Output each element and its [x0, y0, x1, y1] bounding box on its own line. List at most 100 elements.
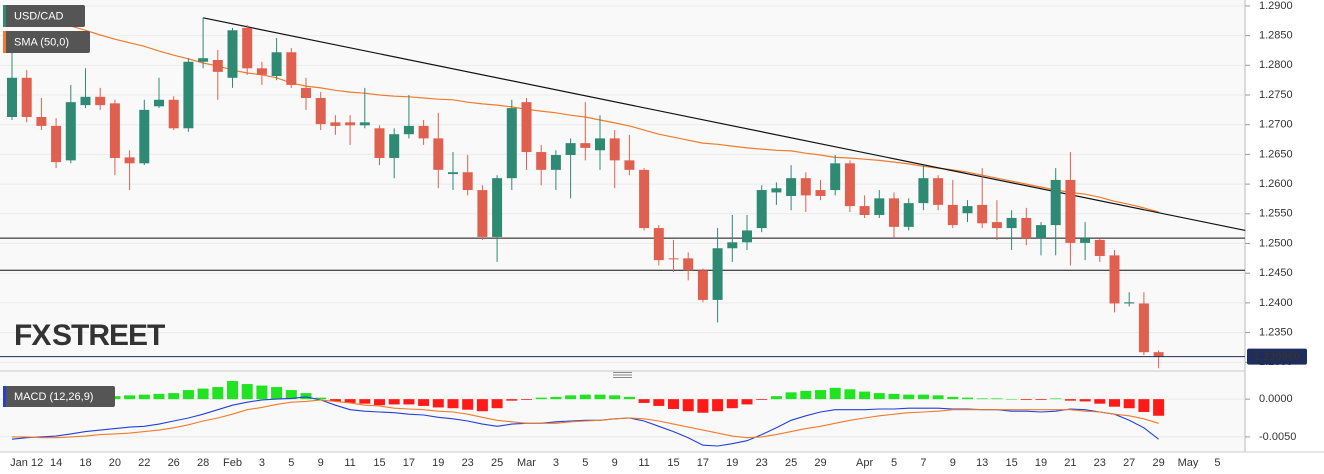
y-tick-label: 1.2350 — [1259, 326, 1293, 338]
legend-swatch — [3, 31, 6, 53]
candle-body — [286, 52, 297, 85]
x-tick-label: 22 — [138, 457, 150, 469]
histogram-bar — [271, 387, 283, 400]
histogram-bar — [917, 394, 929, 400]
x-tick-label: 23 — [462, 457, 474, 469]
histogram-bar — [623, 396, 635, 400]
candle-body — [506, 108, 517, 179]
watermark: STREET — [52, 319, 165, 352]
legend-box[interactable] — [3, 386, 115, 407]
candle-body — [800, 178, 811, 196]
candle-body — [742, 230, 752, 243]
x-tick-label: 3 — [553, 457, 559, 469]
histogram-bar — [1050, 398, 1062, 400]
candle-body — [844, 163, 855, 207]
x-tick-label: 14 — [50, 457, 62, 469]
histogram-bar — [579, 394, 591, 400]
x-tick-label: 15 — [667, 457, 679, 469]
candle-body — [183, 61, 194, 129]
candle-body — [683, 258, 694, 271]
y-tick-label: 1.2800 — [1259, 59, 1293, 71]
histogram-bar — [873, 393, 885, 400]
y-tick-label: 1.2900 — [1259, 0, 1293, 12]
x-tick-label: Apr — [856, 457, 873, 469]
legend-layer: USD/CAD SMA (50,0) MACD (12,26,9) 1.2309… — [3, 5, 1307, 407]
candle-body — [462, 172, 473, 191]
histogram-bar — [300, 393, 312, 400]
x-tick-label: 19 — [1035, 457, 1047, 469]
candle-body — [7, 77, 17, 117]
legend-box[interactable] — [3, 31, 90, 53]
panel-resize-handle[interactable] — [613, 372, 632, 378]
candle-body — [521, 102, 532, 153]
candle-body — [1109, 255, 1120, 304]
candle-body — [565, 143, 576, 156]
histogram-bar — [1035, 399, 1047, 400]
x-tick-label: 9 — [612, 457, 618, 469]
x-tick-label: 17 — [403, 457, 415, 469]
histogram-bar — [756, 399, 768, 400]
histogram-bar — [859, 391, 871, 400]
candle-body — [977, 204, 988, 224]
y-tick-label: 1.2500 — [1259, 237, 1293, 249]
candle-body — [830, 163, 841, 191]
x-tick-label: 25 — [491, 457, 503, 469]
candle-body — [139, 109, 150, 164]
histogram-bar — [844, 389, 856, 400]
candle-body — [962, 206, 973, 214]
candle-body — [1065, 179, 1076, 243]
histogram-bar — [432, 399, 444, 408]
candle-body — [256, 68, 267, 75]
histogram-bar — [1153, 399, 1165, 416]
candle-body — [21, 77, 32, 117]
x-tick-label: 17 — [697, 457, 709, 469]
x-tick-label: 13 — [976, 457, 988, 469]
candle-body — [433, 138, 444, 170]
legend-box[interactable] — [3, 5, 85, 27]
legend-label: USD/CAD — [14, 10, 64, 22]
marks-layer — [0, 8, 1246, 447]
histogram-bar — [638, 399, 650, 403]
histogram-bar — [1006, 399, 1018, 400]
histogram-bar — [932, 395, 944, 400]
histogram-bar — [447, 399, 459, 409]
candle-body — [624, 160, 635, 170]
histogram-bar — [962, 397, 973, 400]
histogram-bar — [182, 390, 194, 400]
x-tick-label: 3 — [259, 457, 265, 469]
histogram-bar — [462, 399, 474, 410]
y-tick-label: 0.0000 — [1259, 393, 1293, 405]
histogram-bar — [491, 399, 503, 409]
candle-body — [918, 178, 929, 204]
candle-body — [1006, 217, 1017, 229]
x-tick-label: 5 — [1214, 457, 1220, 469]
histogram-bar — [770, 396, 782, 400]
candle-body — [727, 242, 738, 249]
candle-body — [609, 138, 620, 161]
candle-body — [36, 116, 47, 126]
candle-body — [697, 270, 708, 300]
x-tick-label: 15 — [373, 457, 385, 469]
candle-body — [550, 155, 561, 170]
histogram-bar — [418, 399, 430, 406]
histogram-bar — [329, 399, 341, 402]
candle-body — [580, 143, 591, 148]
histogram-bar — [609, 395, 621, 400]
histogram-bar — [315, 397, 327, 400]
candle-body — [1036, 225, 1046, 239]
legend-swatch — [3, 5, 6, 27]
candle-body — [168, 99, 179, 129]
x-tick-label: 26 — [168, 457, 180, 469]
histogram-bar — [476, 399, 488, 412]
y-tick-label: -0.0050 — [1259, 431, 1296, 443]
candle-body — [889, 198, 899, 227]
histogram-bar — [1094, 399, 1106, 404]
candle-body — [771, 188, 782, 193]
histogram-bar — [1020, 399, 1032, 400]
candle-body — [65, 102, 76, 161]
histogram-bar — [374, 399, 385, 406]
histogram-bar — [521, 399, 532, 400]
candle-body — [301, 87, 311, 98]
candle-body — [271, 52, 282, 77]
